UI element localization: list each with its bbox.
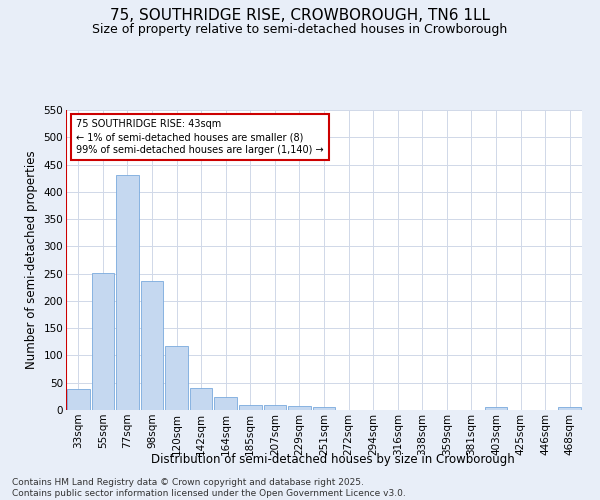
- Bar: [214, 397, 237, 410]
- Bar: [92, 273, 114, 410]
- Bar: [263, 404, 286, 410]
- Text: 75 SOUTHRIDGE RISE: 43sqm
← 1% of semi-detached houses are smaller (8)
99% of se: 75 SOUTHRIDGE RISE: 43sqm ← 1% of semi-d…: [76, 119, 324, 156]
- Y-axis label: Number of semi-detached properties: Number of semi-detached properties: [25, 150, 38, 370]
- Text: Size of property relative to semi-detached houses in Crowborough: Size of property relative to semi-detach…: [92, 22, 508, 36]
- Bar: [165, 346, 188, 410]
- Bar: [559, 408, 581, 410]
- Bar: [288, 406, 311, 410]
- Bar: [140, 280, 163, 410]
- Bar: [485, 408, 508, 410]
- Bar: [67, 390, 89, 410]
- Text: Contains HM Land Registry data © Crown copyright and database right 2025.
Contai: Contains HM Land Registry data © Crown c…: [12, 478, 406, 498]
- Bar: [239, 404, 262, 410]
- Bar: [190, 388, 212, 410]
- Bar: [313, 408, 335, 410]
- Text: 75, SOUTHRIDGE RISE, CROWBOROUGH, TN6 1LL: 75, SOUTHRIDGE RISE, CROWBOROUGH, TN6 1L…: [110, 8, 490, 22]
- Bar: [116, 176, 139, 410]
- Text: Distribution of semi-detached houses by size in Crowborough: Distribution of semi-detached houses by …: [151, 452, 515, 466]
